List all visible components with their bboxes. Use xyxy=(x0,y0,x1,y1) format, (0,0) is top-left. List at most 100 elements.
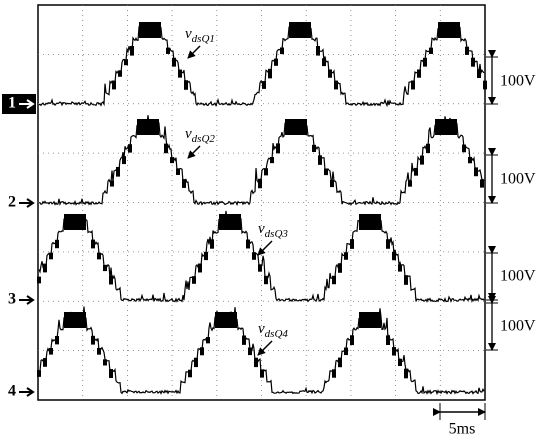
waveform-noise-block xyxy=(43,263,47,273)
waveform-annotation: vdsQ1 xyxy=(185,26,215,44)
waveform-noise-block xyxy=(404,275,408,285)
waveform-noise-block xyxy=(417,69,421,78)
waveform-noise-block xyxy=(338,357,342,368)
waveform-noise-block xyxy=(252,252,256,260)
waveform-noise-block xyxy=(274,58,278,66)
waveform-noise-block xyxy=(124,59,128,66)
waveform-noise-block xyxy=(97,252,101,260)
waveform-noise-block xyxy=(268,68,272,79)
waveform-noise-block xyxy=(37,370,41,377)
waveform-noise-block xyxy=(210,239,214,249)
waveform-noise-block xyxy=(414,167,418,176)
waveform-noise-block xyxy=(332,369,336,378)
waveform-noise-block xyxy=(109,369,113,378)
annotation-subscript: dsQ4 xyxy=(265,328,289,340)
waveform-noise-block xyxy=(128,144,132,153)
annotation-symbol: v xyxy=(185,26,192,42)
annotation-subscript: dsQ3 xyxy=(265,228,289,240)
waveform-noise-block xyxy=(468,156,472,164)
waveform-noise-block xyxy=(398,264,402,272)
waveform-annotation: vdsQ3 xyxy=(258,221,288,239)
waveform-noise-block xyxy=(262,81,266,89)
waveform-noise-block xyxy=(242,335,246,345)
waveform-noise-block xyxy=(435,119,457,135)
channel-marker: 3 xyxy=(8,291,16,308)
waveform-noise-block xyxy=(359,312,381,328)
waveform-noise-block xyxy=(110,180,114,187)
waveform-noise-block xyxy=(386,335,390,345)
waveform-noise-block xyxy=(37,276,41,284)
waveform-noise-block xyxy=(438,22,460,38)
waveform-noise-block xyxy=(188,369,192,378)
waveform-noise-block xyxy=(386,239,390,249)
waveform-noise-block xyxy=(398,358,402,367)
waveform-noise-block xyxy=(130,45,134,56)
waveform-noise-block xyxy=(192,276,196,284)
waveform-noise-block xyxy=(215,312,237,328)
waveform-noise-block xyxy=(204,251,208,261)
waveform-noise-block xyxy=(49,252,53,260)
waveform-noise-block xyxy=(122,156,126,165)
waveform-noise-block xyxy=(137,119,159,135)
waveform-noise-block xyxy=(172,57,176,67)
waveform-noise-block xyxy=(64,214,86,230)
waveform-noise-block xyxy=(483,80,487,90)
waveform-noise-block xyxy=(164,143,168,154)
annotation-subscript: dsQ2 xyxy=(192,133,216,145)
waveform-noise-block xyxy=(64,312,86,328)
annotation-subscript: dsQ1 xyxy=(192,33,215,45)
waveform-noise-block xyxy=(462,144,466,153)
waveform-noise-block xyxy=(477,69,481,78)
waveform-annotation: vdsQ2 xyxy=(185,126,215,144)
channel-marker-arrow xyxy=(19,387,35,397)
waveform-noise-block xyxy=(280,47,284,55)
waveform-noise-block xyxy=(328,69,332,78)
waveform-noise-block xyxy=(338,263,342,273)
waveform-noise-block xyxy=(330,179,334,188)
annotation-arrow xyxy=(187,145,201,159)
waveform-noise-block xyxy=(408,180,412,187)
waveform-noise-block xyxy=(324,168,328,176)
waveform-noise-block xyxy=(258,178,262,189)
waveform-noise-block xyxy=(260,369,264,378)
waveform-noise-block xyxy=(166,47,170,54)
waveform-noise-block xyxy=(426,143,430,154)
waveform-noise-block xyxy=(392,251,396,261)
waveform-noise-block xyxy=(43,358,47,367)
waveform-noise-block xyxy=(264,275,268,285)
scale-label: 100V xyxy=(500,318,536,335)
waveform-noise-block xyxy=(246,239,250,249)
channel-marker-arrow xyxy=(19,99,35,109)
waveform-noise-block xyxy=(285,119,307,135)
annotation-arrow xyxy=(257,340,273,356)
waveform-noise-block xyxy=(334,80,338,90)
waveform-noise-block xyxy=(471,57,475,67)
time-scale-label: 5ms xyxy=(449,421,476,438)
channel-marker-arrow xyxy=(19,295,35,305)
waveform-noise-block xyxy=(344,252,348,260)
scale-label: 100V xyxy=(500,171,536,188)
waveform-noise-block xyxy=(139,22,161,38)
waveform-noise-block xyxy=(289,22,311,38)
waveform-noise-block xyxy=(248,347,252,356)
scale-label: 100V xyxy=(500,268,536,285)
waveform-noise-block xyxy=(194,357,198,368)
waveform-noise-block xyxy=(198,263,202,273)
waveform-noise-block xyxy=(316,46,320,56)
waveform-noise-block xyxy=(49,347,53,355)
waveform-noise-block xyxy=(465,46,469,55)
waveform-noise-block xyxy=(480,179,484,188)
annotation-arrow xyxy=(257,240,273,256)
waveform-noise-block xyxy=(112,80,116,90)
annotation-symbol: v xyxy=(258,321,265,337)
waveforms xyxy=(37,22,487,396)
waveform-noise-block xyxy=(332,275,336,285)
channel-marker: 2 xyxy=(8,194,16,211)
waveform-noise-block xyxy=(178,69,182,78)
waveform-noise-block xyxy=(254,357,258,368)
grid xyxy=(38,5,485,400)
waveform-noise-block xyxy=(182,179,186,188)
waveform-noise-block xyxy=(322,58,326,67)
waveform-noise-block xyxy=(276,143,280,154)
